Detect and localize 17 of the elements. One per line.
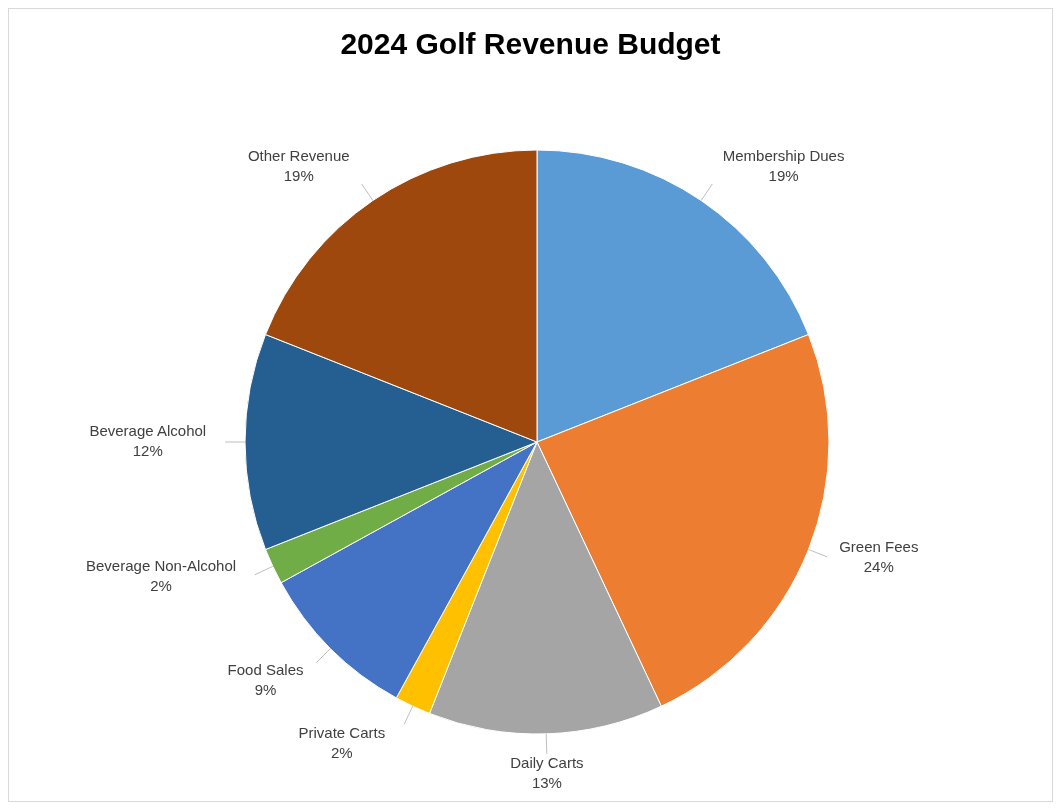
- data-label: 2%: [331, 743, 353, 761]
- slice-label: Beverage Alcohol: [89, 422, 207, 439]
- slice-label: Private Carts: [298, 723, 386, 741]
- data-label: 19%: [283, 166, 314, 184]
- data-label: 2%: [150, 576, 172, 594]
- chart-title: 2024 Golf Revenue Budget: [339, 27, 722, 61]
- slice-label: Daily Carts: [510, 753, 584, 771]
- slice-label: Membership Dues: [722, 146, 845, 164]
- data-label: 9%: [254, 681, 277, 699]
- data-label: 19%: [768, 166, 799, 184]
- slice-label: Green Fees: [839, 538, 919, 556]
- slice-label: Food Sales: [227, 661, 304, 679]
- slice-label: Beverage Non-Alcohol: [86, 556, 237, 574]
- data-label: 13%: [531, 773, 562, 791]
- data-label: 24%: [863, 558, 894, 576]
- data-label: 12%: [132, 442, 163, 459]
- slice-label: Other Revenue: [247, 146, 350, 164]
